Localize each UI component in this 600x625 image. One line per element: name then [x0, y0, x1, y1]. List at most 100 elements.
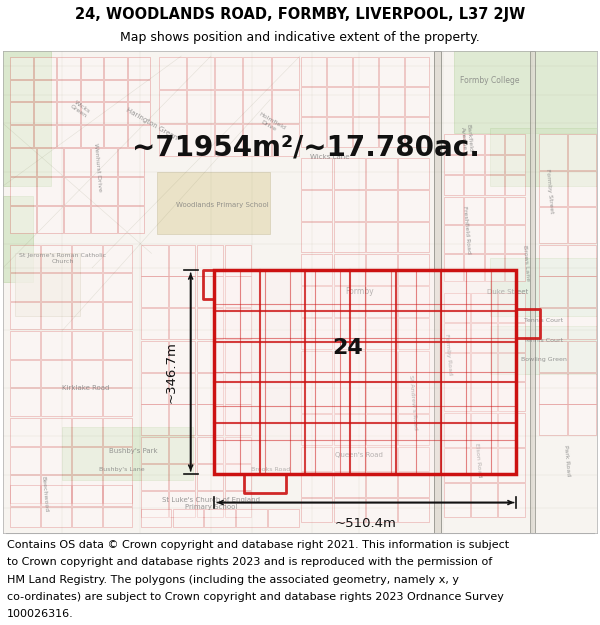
Bar [104, 79, 127, 101]
Bar [444, 322, 470, 351]
Bar [334, 254, 365, 285]
Text: Barkfield
Avenue: Barkfield Avenue [460, 124, 473, 152]
Bar [141, 341, 167, 372]
Bar [568, 245, 596, 276]
Bar [272, 57, 299, 89]
Bar [301, 87, 326, 116]
Bar [334, 382, 365, 413]
Bar [41, 475, 71, 502]
Bar [103, 389, 133, 416]
Bar [301, 414, 332, 445]
Bar [10, 245, 40, 272]
Bar [10, 486, 40, 506]
Bar [539, 372, 567, 404]
Bar [499, 293, 524, 322]
Bar [272, 124, 299, 156]
Bar [454, 51, 597, 133]
Bar [197, 438, 223, 463]
Bar [505, 134, 524, 154]
Bar [334, 447, 365, 471]
Bar [34, 79, 56, 101]
Bar [568, 276, 596, 308]
Bar [485, 225, 504, 253]
Bar [301, 447, 332, 471]
Bar [214, 271, 517, 474]
Bar [103, 506, 133, 527]
Bar [539, 207, 567, 242]
Bar [103, 331, 133, 359]
Bar [398, 286, 430, 317]
Bar [34, 125, 56, 146]
Bar [10, 149, 36, 176]
Bar [158, 91, 186, 123]
Bar [158, 124, 186, 156]
Bar [118, 149, 145, 176]
Bar [72, 245, 101, 272]
Bar [10, 360, 40, 388]
Bar [471, 413, 497, 447]
Bar [64, 206, 90, 233]
Bar [398, 414, 430, 445]
Bar [197, 372, 223, 404]
Bar [141, 491, 167, 517]
Text: Holmfield
Drive: Holmfield Drive [254, 111, 286, 136]
Bar [398, 222, 430, 253]
Bar [485, 197, 504, 224]
Bar [224, 372, 251, 404]
Bar [157, 171, 271, 234]
Bar [444, 254, 463, 281]
Bar [15, 253, 80, 316]
Bar [244, 124, 271, 156]
Bar [398, 254, 430, 285]
Bar [405, 118, 430, 146]
Bar [10, 506, 40, 527]
Bar [244, 91, 271, 123]
Bar [128, 57, 151, 79]
Bar [81, 57, 103, 79]
Bar [118, 206, 145, 233]
Bar [366, 158, 397, 189]
Bar [353, 57, 377, 86]
Bar [187, 57, 214, 89]
Bar [471, 322, 497, 351]
Bar [72, 389, 101, 416]
Bar [539, 134, 567, 169]
Bar [568, 207, 596, 242]
Bar [187, 91, 214, 123]
Bar [301, 158, 332, 189]
Bar [214, 271, 517, 474]
Bar [215, 57, 242, 89]
Bar [398, 190, 430, 221]
Bar [10, 475, 40, 502]
Bar [353, 118, 377, 146]
Bar [72, 506, 101, 527]
Bar [444, 175, 463, 194]
Bar [197, 491, 223, 517]
Bar [539, 404, 567, 435]
Bar [444, 448, 470, 482]
Bar [197, 341, 223, 372]
Text: Duke Street: Duke Street [487, 289, 529, 295]
Bar [268, 509, 299, 527]
Bar [41, 486, 71, 506]
Bar [10, 331, 40, 359]
Bar [91, 206, 117, 233]
Bar [141, 464, 167, 490]
Bar [405, 87, 430, 116]
Bar [485, 175, 504, 194]
Text: ~346.7m: ~346.7m [164, 341, 178, 403]
Bar [499, 413, 524, 447]
Text: HM Land Registry. The polygons (including the associated geometry, namely x, y: HM Land Registry. The polygons (includin… [7, 574, 459, 584]
Text: Contains OS data © Crown copyright and database right 2021. This information is : Contains OS data © Crown copyright and d… [7, 540, 509, 550]
Bar [169, 372, 196, 404]
Bar [485, 154, 504, 174]
Bar [568, 171, 596, 206]
Bar [444, 293, 470, 322]
Bar [327, 118, 352, 146]
Bar [141, 509, 172, 527]
Text: Bushby's Park: Bushby's Park [109, 448, 158, 454]
Bar [464, 134, 484, 154]
Bar [366, 414, 397, 445]
Text: 24: 24 [332, 338, 363, 358]
Text: Map shows position and indicative extent of the property.: Map shows position and indicative extent… [120, 31, 480, 44]
